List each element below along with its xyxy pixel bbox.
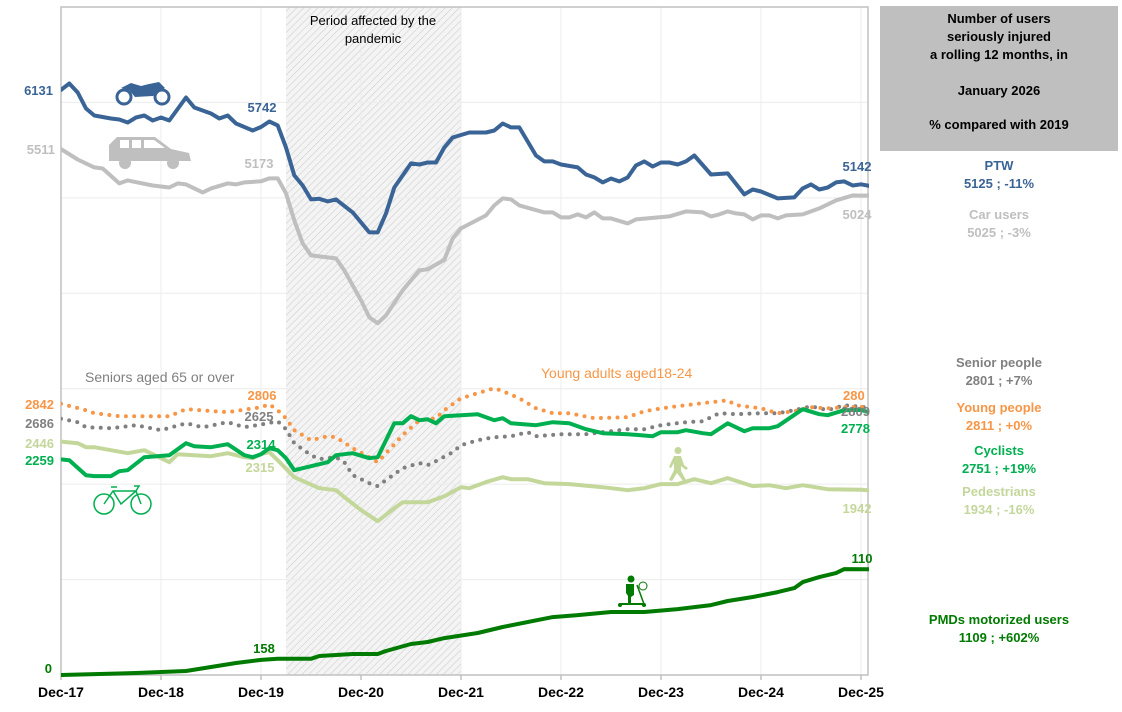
- pmd-mid-label: 158: [253, 641, 275, 656]
- pedestrian-icon: [669, 447, 688, 481]
- seniors-annotation: Seniors aged 65 or over: [85, 369, 235, 385]
- legend-ptw-value: 5125 ; -11%: [963, 176, 1035, 191]
- legend-car: Car users 5025 ; -3%: [880, 206, 1118, 242]
- plot-frame: [60, 6, 869, 676]
- car-end-label: 5024: [843, 207, 873, 222]
- bicycle-icon: [93, 485, 152, 515]
- data-labels: 6131 5742 5142 5511 5173 5024 2842 2806 …: [24, 83, 872, 676]
- x-tick-label: Dec-21: [438, 684, 484, 700]
- legend-senior: Senior people 2801 ; +7%: [880, 354, 1118, 390]
- panel-title-line1: Number of users: [947, 11, 1051, 26]
- ptw-start-label: 6131: [24, 83, 53, 98]
- young-series-line: [61, 386, 869, 465]
- x-tick-label: Dec-22: [538, 684, 584, 700]
- x-tick-label: Dec-19: [238, 684, 284, 700]
- legend-pmd-name: PMDs motorized users: [928, 612, 1070, 627]
- car-icon: [109, 137, 191, 169]
- pandemic-shaded-period: [286, 7, 461, 675]
- legend-cyclists-value: 2751 ; +19%: [961, 461, 1037, 476]
- legend-young: Young people 2811 ; +0%: [880, 399, 1118, 435]
- legend-pedestrians: Pedestrians 1934 ; -16%: [880, 483, 1118, 519]
- x-tick-label: Dec-24: [738, 684, 784, 700]
- senior-start-label: 2686: [25, 416, 54, 431]
- ptw-mid-label: 5742: [248, 100, 277, 115]
- panel-title-line2: seriously injured: [946, 29, 1052, 44]
- legend-car-name: Car users: [969, 207, 1029, 222]
- scooter-icon: [618, 575, 648, 607]
- pedestrians-end-label: 1942: [843, 501, 872, 516]
- legend-senior-value: 2801 ; +7%: [965, 373, 1033, 388]
- cyclists-start-label: 2259: [25, 453, 54, 468]
- legend-pedestrians-name: Pedestrians: [962, 484, 1036, 499]
- senior-end-label: 2809: [841, 404, 870, 419]
- cyclists-mid-label: 2314: [247, 437, 277, 452]
- pmd-end-label: 110: [852, 551, 873, 566]
- x-tick-label: Dec-23: [638, 684, 684, 700]
- legend-cyclists: Cyclists 2751 ; +19%: [880, 442, 1118, 478]
- legend-pedestrians-value: 1934 ; -16%: [963, 502, 1035, 517]
- pedestrians-start-label: 2446: [25, 436, 54, 451]
- pedestrians-mid-label: 2315: [246, 460, 275, 475]
- x-tick-label: Dec-20: [338, 684, 384, 700]
- x-tick-label: Dec-25: [838, 684, 884, 700]
- young-mid-label: 2806: [248, 388, 277, 403]
- senior-mid-label: 2625: [245, 409, 274, 424]
- car-start-label: 5511: [27, 142, 55, 157]
- legend-ptw: PTW 5125 ; -11%: [880, 157, 1118, 193]
- x-axis: Dec-17 Dec-18 Dec-19 Dec-20 Dec-21 Dec-22 Dec-…: [38, 675, 884, 700]
- legend-young-value: 2811 ; +0%: [965, 418, 1033, 433]
- pandemic-label-line2: pandemic: [345, 31, 402, 46]
- pandemic-label-line1: Period affected by the: [310, 13, 436, 28]
- legend-car-value: 5025 ; -3%: [967, 225, 1031, 240]
- panel-title-line3: a rolling 12 months, in: [930, 47, 1068, 62]
- legend-cyclists-name: Cyclists: [974, 443, 1024, 458]
- car-series-line: [61, 147, 869, 326]
- legend-senior-name: Senior people: [956, 355, 1042, 370]
- cyclists-end-label: 2778: [841, 421, 870, 436]
- panel-comparison: % compared with 2019: [929, 117, 1069, 132]
- young-start-label: 2842: [25, 397, 54, 412]
- x-tick-label: Dec-18: [138, 684, 184, 700]
- legend-pmd: PMDs motorized users 1109 ; +602%: [880, 611, 1118, 647]
- senior-series-line: [61, 403, 869, 489]
- summary-header-box: Number of users seriously injured a roll…: [880, 6, 1118, 151]
- pmd-series-line: [61, 567, 869, 677]
- legend-young-name: Young people: [956, 400, 1042, 415]
- ptw-end-label: 5142: [843, 159, 872, 174]
- legend-pmd-value: 1109 ; +602%: [958, 630, 1040, 645]
- panel-month: January 2026: [957, 83, 1041, 98]
- pmd-start-label: 0: [45, 661, 52, 676]
- young-annotation: Young adults aged18-24: [541, 365, 693, 381]
- ptw-series-line: [61, 81, 869, 235]
- pedestrians-series-line: [61, 439, 869, 524]
- gridlines: [61, 7, 868, 675]
- car-mid-label: 5173: [245, 156, 274, 171]
- cyclists-series-line: [61, 407, 869, 479]
- motorcycle-icon: [115, 82, 171, 106]
- young-end-label: 280: [843, 388, 865, 403]
- x-tick-label: Dec-17: [38, 684, 84, 700]
- legend-ptw-name: PTW: [984, 158, 1014, 173]
